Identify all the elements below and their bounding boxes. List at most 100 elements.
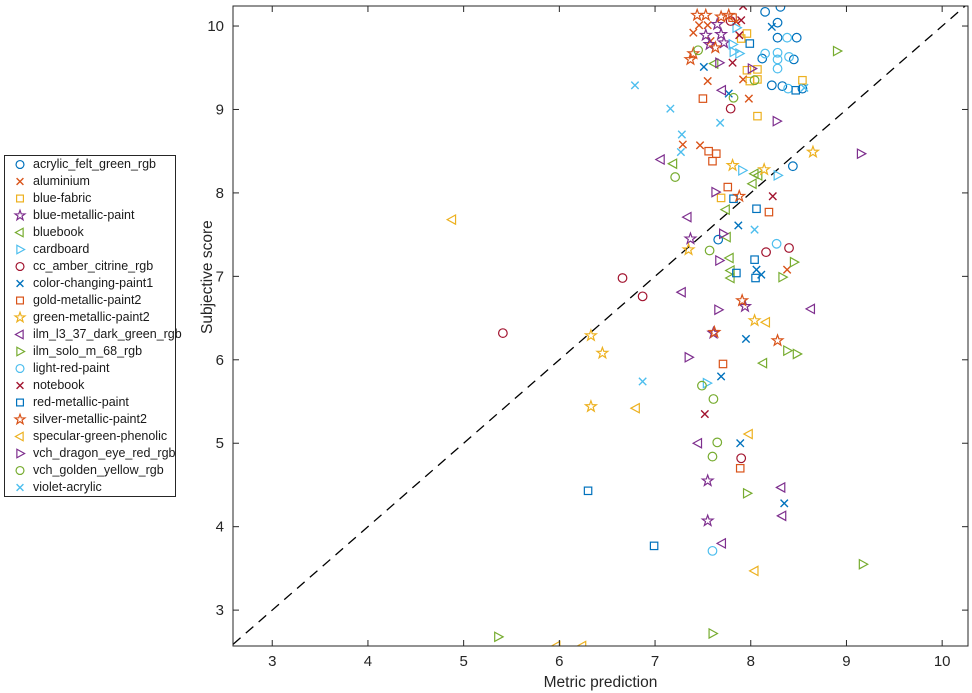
data-point-marker [771,238,782,249]
data-point-marker [856,148,868,160]
data-point-marker [708,156,717,166]
x-tick-label: 10 [934,653,951,670]
data-point-marker [550,640,561,646]
data-point-marker [16,279,24,288]
data-point-marker [715,57,726,69]
data-point-marker [681,211,692,223]
series-vch_dragon_eye_red_rgb [684,57,868,363]
legend-item-vch_dragon_eye_red_rgb: vch_dragon_eye_red_rgb [5,445,175,462]
data-point-marker [753,111,762,121]
series-bluebook [666,57,768,369]
data-point-marker [15,261,25,272]
legend-item-label: specular-green-phenolic [33,429,168,443]
data-point-marker [14,329,24,340]
data-point-marker [742,29,752,38]
legend-item-blue-fabric: blue-fabric [5,190,175,207]
data-point-marker [735,47,746,60]
series-violet-acrylic [630,81,809,386]
triangle-right-marker-icon [16,346,26,357]
series-blue-metallic-paint [683,16,753,527]
data-point-marker [768,192,777,201]
legend-item-ilm_l3_37_dark_green_rgb: ilm_l3_37_dark_green_rgb [5,326,182,343]
data-point-marker [752,204,761,214]
data-point-marker [725,157,740,172]
data-point-marker [741,334,751,344]
legend-item-notebook: notebook [5,377,175,394]
legend-item-label: aluminium [33,174,90,188]
data-point-marker [690,7,705,22]
y-tick-label: 8 [216,185,224,202]
legend-item-label: violet-acrylic [33,480,102,494]
data-point-marker [728,58,737,67]
legend-item-label: notebook [33,378,85,392]
data-point-marker [832,45,844,57]
data-point-marker [766,80,777,91]
x-axis-label: Metric prediction [543,674,658,691]
data-point-marker [683,231,698,245]
y-tick-label: 10 [207,18,224,35]
legend-item-label: red-metallic-paint [33,395,129,409]
legend-item-cardboard: cardboard [5,241,175,258]
data-point-marker [728,92,739,103]
series-light-red-paint [707,32,794,556]
square-marker-icon [15,296,25,305]
data-point-marker [742,487,754,499]
data-point-marker [788,54,799,65]
data-point-marker [772,115,783,127]
circle-marker-icon [15,261,25,272]
legend-item-green-metallic-paint2: green-metallic-paint2 [5,309,175,326]
series-green-metallic-paint2 [583,144,821,413]
y-tick-label: 3 [216,602,224,619]
data-point-marker [736,453,747,464]
data-point-marker [775,481,786,494]
data-point-marker [718,359,728,369]
data-point-marker [694,20,704,30]
x-tick-label: 4 [364,653,372,670]
series-specular-green-phenolic [445,213,771,646]
legend-item-red-metallic-paint: red-metallic-paint [5,394,175,411]
data-point-marker [798,75,807,85]
data-point-marker [15,159,25,170]
legend-item-aluminium: aluminium [5,173,175,190]
data-point-marker [751,273,760,283]
data-point-marker [700,513,715,527]
data-point-marker [702,377,713,389]
data-point-marker [583,399,599,413]
series-ilm_solo_m_68_rgb [494,45,869,643]
data-point-marker [742,65,752,75]
data-point-marker [708,57,719,70]
data-point-marker [772,54,783,65]
legend-item-cc_amber_citrine_rgb: cc_amber_citrine_rgb [5,258,175,275]
data-point-marker [675,286,686,298]
data-point-marker [654,153,665,166]
data-point-marker [746,178,757,190]
data-point-marker [712,149,721,158]
data-point-marker [686,46,701,60]
data-point-marker [783,345,794,357]
data-point-marker [714,304,725,316]
data-point-marker [764,207,774,217]
x-marker-icon [16,177,24,186]
data-point-marker [772,47,783,58]
data-point-marker [703,20,712,30]
data-point-marker [753,65,762,74]
legend-item-ilm_solo_m_68_rgb: ilm_solo_m_68_rgb [5,343,175,360]
data-point-marker [725,103,736,114]
data-point-marker [773,169,784,181]
data-point-marker [776,510,787,522]
data-point-marker [789,256,801,268]
data-point-marker [778,271,789,283]
data-point-marker [735,293,750,307]
legend-item-vch_golden_yellow_rgb: vch_golden_yellow_rgb [5,462,175,479]
legend-item-color-changing-paint1: color-changing-paint1 [5,275,175,292]
data-point-marker [732,22,743,34]
data-point-marker [791,85,801,95]
data-point-marker [16,177,24,186]
series-gold-metallic-paint2 [698,13,774,473]
data-point-marker [757,53,768,64]
data-point-marker [770,333,785,347]
triangle-left-marker-icon [14,329,24,340]
x-tick-label: 8 [747,653,755,670]
identity-line [233,6,966,645]
data-point-marker [695,141,705,150]
